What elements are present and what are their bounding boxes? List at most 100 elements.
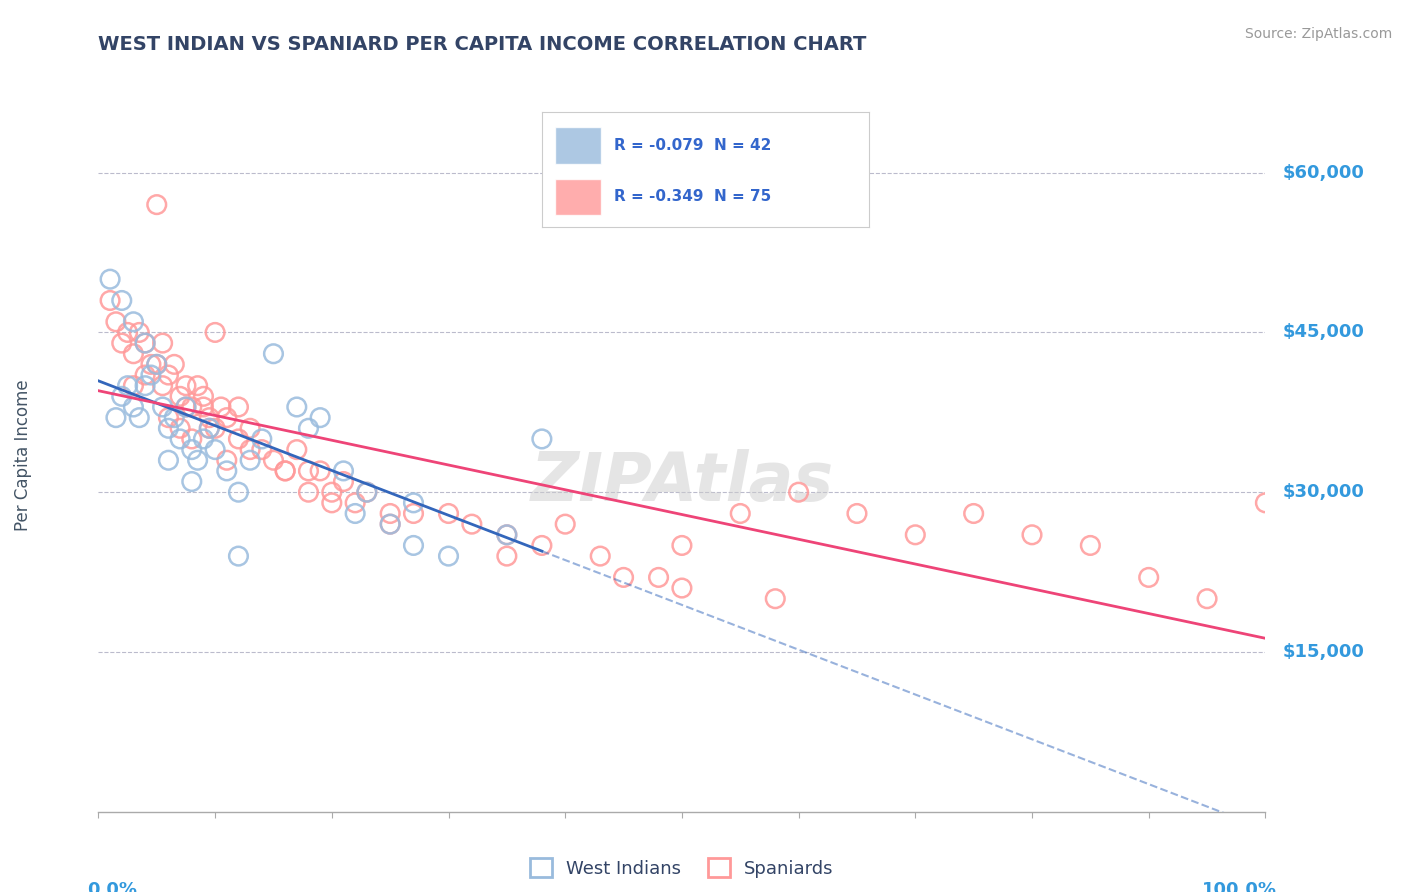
Point: [437, 507, 460, 521]
Point: [344, 507, 367, 521]
Point: [378, 517, 402, 532]
Point: [530, 432, 553, 446]
Point: [250, 432, 273, 446]
Text: WEST INDIAN VS SPANIARD PER CAPITA INCOME CORRELATION CHART: WEST INDIAN VS SPANIARD PER CAPITA INCOM…: [98, 35, 866, 54]
Point: [239, 453, 262, 467]
Point: [274, 464, 297, 478]
Point: [134, 378, 156, 392]
Point: [134, 368, 156, 382]
Point: [204, 326, 226, 340]
Point: [495, 549, 517, 563]
Point: [174, 400, 197, 414]
Point: [104, 410, 127, 425]
Point: [309, 464, 332, 478]
Point: [239, 442, 262, 457]
Point: [671, 538, 693, 552]
Point: [356, 485, 378, 500]
Point: [157, 453, 180, 467]
Point: [157, 368, 180, 382]
Point: [122, 347, 145, 361]
Point: [187, 378, 209, 392]
Point: [554, 517, 576, 532]
Point: [111, 389, 134, 403]
Text: 100.0%: 100.0%: [1202, 881, 1277, 892]
Point: [904, 528, 927, 542]
Point: [612, 570, 634, 584]
Point: [128, 326, 150, 340]
Point: [1195, 591, 1218, 606]
Point: [193, 432, 215, 446]
Text: 0.0%: 0.0%: [87, 881, 136, 892]
Point: [157, 421, 180, 435]
Point: [193, 400, 215, 414]
Point: [152, 336, 174, 351]
Point: [146, 358, 169, 372]
Point: [274, 464, 297, 478]
Point: [530, 538, 553, 552]
Point: [215, 410, 238, 425]
Point: [169, 432, 191, 446]
Point: [730, 507, 752, 521]
Point: [157, 410, 180, 425]
Point: [174, 378, 197, 392]
Text: Per Capita Income: Per Capita Income: [14, 379, 31, 531]
Point: [402, 496, 425, 510]
Point: [228, 400, 250, 414]
Point: [402, 538, 425, 552]
Point: [174, 400, 197, 414]
Point: [378, 507, 402, 521]
Point: [139, 368, 162, 382]
Point: [332, 464, 354, 478]
Point: [309, 410, 332, 425]
Point: [321, 496, 343, 510]
Legend: West Indians, Spaniards: West Indians, Spaniards: [523, 851, 841, 885]
Point: [495, 528, 517, 542]
Point: [169, 421, 191, 435]
Point: [215, 453, 238, 467]
Point: [134, 336, 156, 351]
Point: [104, 315, 127, 329]
Point: [122, 315, 145, 329]
Point: [262, 347, 284, 361]
Text: ZIPAtlas: ZIPAtlas: [530, 449, 834, 515]
Point: [134, 336, 156, 351]
Point: [163, 410, 186, 425]
Point: [98, 272, 121, 286]
Point: [262, 453, 284, 467]
Text: $45,000: $45,000: [1282, 324, 1365, 342]
Point: [152, 378, 174, 392]
Point: [845, 507, 868, 521]
Point: [152, 400, 174, 414]
Point: [180, 475, 202, 489]
Point: [285, 400, 308, 414]
Point: [228, 432, 250, 446]
Point: [332, 475, 354, 489]
Point: [671, 581, 693, 595]
Text: $15,000: $15,000: [1282, 643, 1365, 661]
Point: [297, 464, 319, 478]
Point: [128, 410, 150, 425]
Point: [169, 389, 191, 403]
Point: [111, 293, 134, 308]
Point: [1137, 570, 1160, 584]
Point: [122, 378, 145, 392]
Point: [122, 400, 145, 414]
Point: [215, 464, 238, 478]
Point: [763, 591, 786, 606]
Point: [250, 442, 273, 457]
Point: [204, 421, 226, 435]
Point: [146, 358, 169, 372]
Point: [402, 507, 425, 521]
Point: [437, 549, 460, 563]
Point: [356, 485, 378, 500]
Point: [163, 358, 186, 372]
Point: [187, 453, 209, 467]
Point: [209, 400, 232, 414]
Point: [378, 517, 402, 532]
Point: [297, 485, 319, 500]
Point: [962, 507, 984, 521]
Point: [139, 358, 162, 372]
Point: [117, 378, 139, 392]
Point: [787, 485, 810, 500]
Point: [589, 549, 612, 563]
